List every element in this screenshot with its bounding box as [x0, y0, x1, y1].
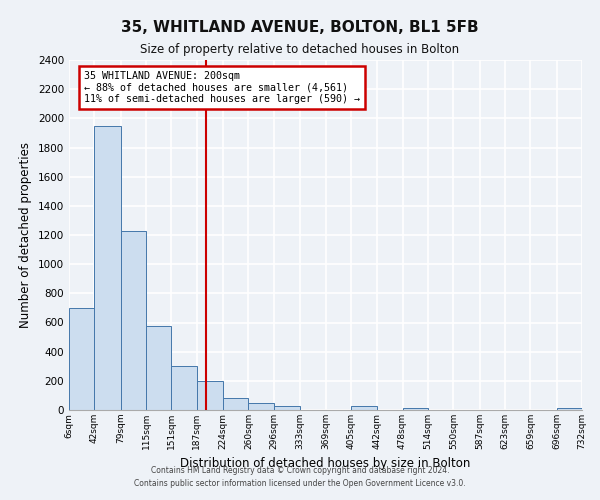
Text: Size of property relative to detached houses in Bolton: Size of property relative to detached ho…	[140, 42, 460, 56]
X-axis label: Distribution of detached houses by size in Bolton: Distribution of detached houses by size …	[181, 458, 470, 470]
Bar	[557, 408, 582, 410]
Text: Contains HM Land Registry data © Crown copyright and database right 2024.
Contai: Contains HM Land Registry data © Crown c…	[134, 466, 466, 487]
Bar	[69, 308, 94, 410]
Bar	[172, 366, 197, 410]
Bar	[121, 230, 146, 410]
Text: 35 WHITLAND AVENUE: 200sqm
← 88% of detached houses are smaller (4,561)
11% of s: 35 WHITLAND AVENUE: 200sqm ← 88% of deta…	[85, 70, 361, 104]
Text: 35, WHITLAND AVENUE, BOLTON, BL1 5FB: 35, WHITLAND AVENUE, BOLTON, BL1 5FB	[121, 20, 479, 35]
Bar	[94, 126, 121, 410]
Bar	[197, 381, 223, 410]
Bar	[146, 326, 172, 410]
Bar	[223, 398, 248, 410]
Y-axis label: Number of detached properties: Number of detached properties	[19, 142, 32, 328]
Bar	[248, 404, 274, 410]
Bar	[403, 408, 428, 410]
Bar	[351, 406, 377, 410]
Bar	[274, 406, 300, 410]
